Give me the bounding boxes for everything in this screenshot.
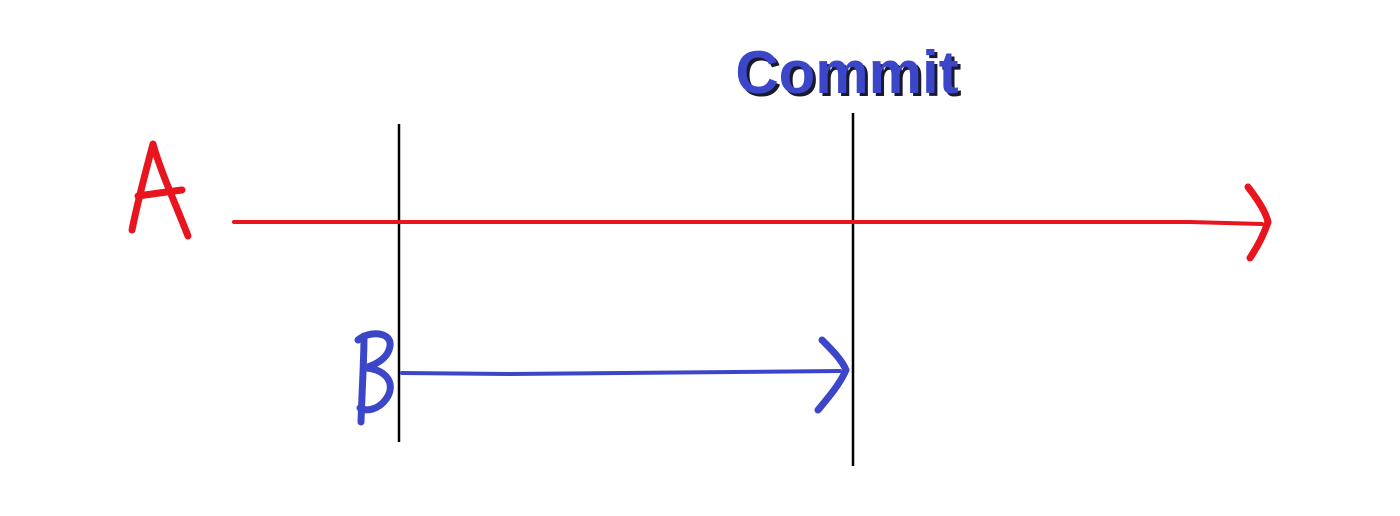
- timeline-a-label-text: A: [160, 238, 161, 241]
- commit-label-shadow: Commit: [738, 42, 961, 109]
- timeline-b-label-text: B: [375, 419, 376, 421]
- timeline-a-line: [232, 220, 1264, 226]
- timeline-a-arrow: [232, 183, 1272, 262]
- timeline-b-line: [400, 369, 842, 376]
- timeline-a-arrowhead: [1244, 183, 1272, 262]
- timeline-b-arrow: [400, 336, 850, 414]
- timeline-b-arrowhead: [814, 336, 850, 414]
- commit-label: Commit: [735, 39, 958, 106]
- commit-label-group: Commit Commit: [735, 39, 961, 109]
- timeline-a-label: [128, 140, 192, 240]
- timeline-b-label: [354, 330, 394, 426]
